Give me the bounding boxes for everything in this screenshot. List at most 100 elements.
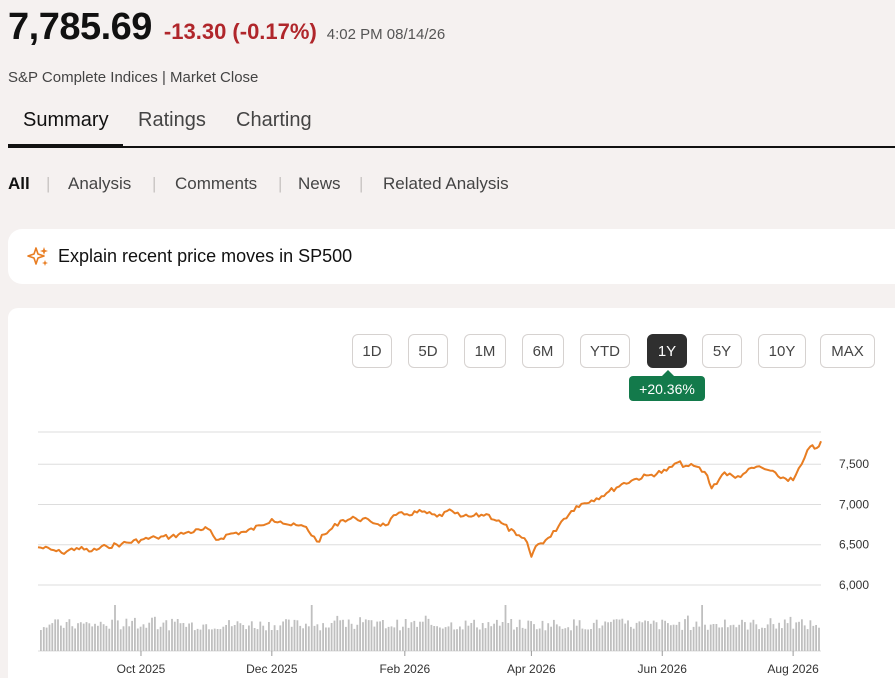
volume-bar <box>242 625 245 651</box>
volume-bar <box>441 628 444 651</box>
volume-bar <box>330 623 333 651</box>
volume-bar <box>687 615 689 651</box>
volume-bar <box>493 623 495 651</box>
volume-bar <box>578 620 581 651</box>
volume-bar <box>142 624 145 651</box>
tab-summary[interactable]: Summary <box>23 109 109 131</box>
x-tick-label: Oct 2025 <box>117 662 166 676</box>
volume-bar <box>134 617 136 651</box>
range-button-max[interactable]: MAX <box>820 334 875 368</box>
volume-bar <box>658 629 661 651</box>
range-button-6m[interactable]: 6M <box>522 334 564 368</box>
volume-bar <box>550 626 552 651</box>
range-button-ytd[interactable]: YTD <box>580 334 630 368</box>
volume-bar <box>396 619 399 651</box>
volume-bar <box>205 624 208 651</box>
volume-bar <box>504 605 507 651</box>
volume-bar <box>427 618 430 651</box>
volume-bar <box>635 622 638 651</box>
volume-bar <box>305 623 307 651</box>
filter-related-analysis[interactable]: Related Analysis <box>383 174 509 193</box>
volume-bar <box>459 626 461 651</box>
volume-bar <box>42 627 45 651</box>
volume-bar <box>601 625 604 651</box>
volume-bar <box>490 626 493 651</box>
volume-bar <box>584 629 587 651</box>
volume-bar <box>627 620 629 651</box>
volume-bar <box>262 625 265 651</box>
volume-bar <box>516 627 518 651</box>
volume-bar <box>729 625 732 651</box>
volume-bar <box>316 624 319 651</box>
range-button-1d[interactable]: 1D <box>352 334 392 368</box>
range-button-5d[interactable]: 5D <box>408 334 448 368</box>
volume-bar <box>296 620 299 651</box>
volume-bar <box>678 621 681 651</box>
range-button-1y[interactable]: 1Y <box>647 334 687 368</box>
volume-bar <box>51 623 54 651</box>
volume-bar <box>632 628 635 651</box>
volume-bar <box>48 624 51 651</box>
volume-bar <box>558 626 561 651</box>
range-button-5y[interactable]: 5Y <box>702 334 742 368</box>
price-chart[interactable]: 6,000 6,500 7,000 7,500 Oct 2025 Dec 2025 Feb… <box>8 308 895 678</box>
volume-bar <box>749 622 752 651</box>
volume-bar <box>196 628 199 651</box>
price-change: -13.30 (-0.17%) <box>163 19 317 44</box>
volume-bar <box>333 620 336 651</box>
volume-bar <box>675 624 678 651</box>
range-button-10y[interactable]: 10Y <box>758 334 806 368</box>
volume-bar <box>538 628 541 651</box>
volume-bar <box>208 629 210 651</box>
volume-bar <box>638 621 641 651</box>
volume-bar <box>439 627 441 651</box>
volume-bar <box>404 619 407 651</box>
filter-comments[interactable]: Comments <box>175 174 258 193</box>
volume-bar <box>410 622 413 651</box>
volume-bar <box>259 621 262 651</box>
volume-bar <box>781 628 783 651</box>
tab-ratings[interactable]: Ratings <box>138 109 206 131</box>
volume-bar <box>444 627 447 651</box>
volume-bar <box>268 622 270 651</box>
volume-bar <box>615 619 618 651</box>
volume-bar <box>353 628 356 651</box>
filter-analysis[interactable]: Analysis <box>68 174 132 193</box>
price-chart-card: 1D 5D 1M 6M YTD 1Y 5Y 10Y MAX +20.36% 6,000 6,500… <box>8 308 895 678</box>
volume-bar <box>564 628 567 651</box>
volume-bar <box>413 620 416 651</box>
filter-all[interactable]: All <box>8 174 30 193</box>
volume-bar <box>282 621 284 651</box>
volume-bar <box>362 622 364 651</box>
volume-bar <box>812 625 815 651</box>
range-button-1m[interactable]: 1M <box>464 334 506 368</box>
volume-bar <box>191 622 193 651</box>
volume-bar <box>786 623 789 651</box>
volume-bar <box>307 626 310 651</box>
volume-bar <box>513 629 515 651</box>
volume-bar <box>342 619 344 651</box>
volume-bar <box>322 623 324 651</box>
volume-bar <box>718 627 721 651</box>
volume-bar <box>279 625 282 651</box>
volume-bar <box>350 623 353 651</box>
volume-bar <box>795 622 798 651</box>
volume-bar <box>535 629 538 651</box>
volume-bar <box>233 625 236 651</box>
filter-news[interactable]: News <box>298 174 341 193</box>
volume-bar <box>604 621 607 651</box>
volume-bar <box>752 619 755 651</box>
volume-bar <box>168 630 170 651</box>
volume-bar <box>561 628 564 651</box>
volume-bar <box>684 619 686 651</box>
volume-bar <box>755 624 758 651</box>
volume-bar <box>763 628 766 651</box>
tab-charting[interactable]: Charting <box>236 109 312 131</box>
volume-bar <box>313 625 316 651</box>
volume-bar <box>225 625 227 651</box>
volume-bar <box>364 619 367 651</box>
volume-bar <box>470 623 473 651</box>
volume-bar <box>689 630 692 651</box>
explain-price-moves-button[interactable]: Explain recent price moves in SP500 <box>8 229 895 284</box>
volume-bar <box>815 625 817 651</box>
